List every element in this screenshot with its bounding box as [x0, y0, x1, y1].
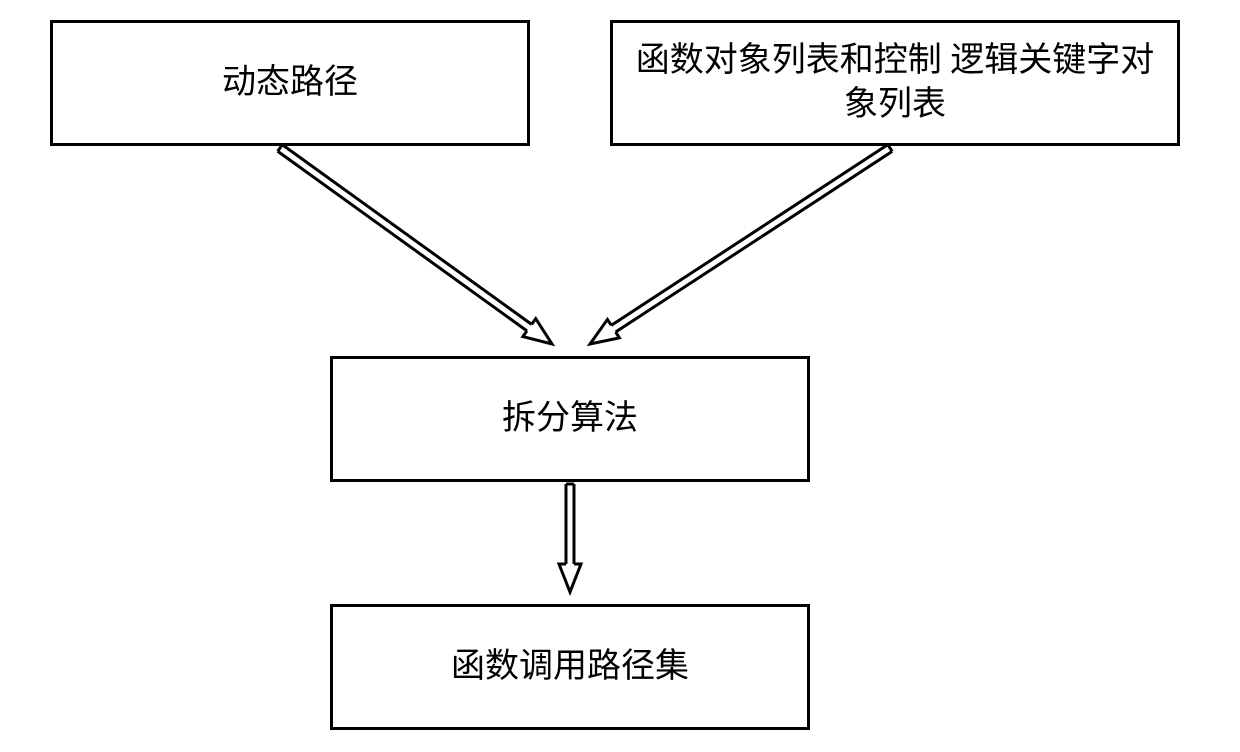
flowchart-node-function-call-path-set: 函数调用路径集 — [330, 604, 810, 730]
flowchart-node-function-object-list: 函数对象列表和控制 逻辑关键字对象列表 — [610, 20, 1180, 146]
flowchart-node-dynamic-path: 动态路径 — [50, 20, 530, 146]
flowchart-node-split-algorithm: 拆分算法 — [330, 356, 810, 482]
node-label: 函数调用路径集 — [451, 645, 689, 689]
node-label: 拆分算法 — [502, 397, 638, 441]
node-label: 动态路径 — [222, 61, 358, 105]
node-label: 函数对象列表和控制 逻辑关键字对象列表 — [621, 39, 1169, 127]
